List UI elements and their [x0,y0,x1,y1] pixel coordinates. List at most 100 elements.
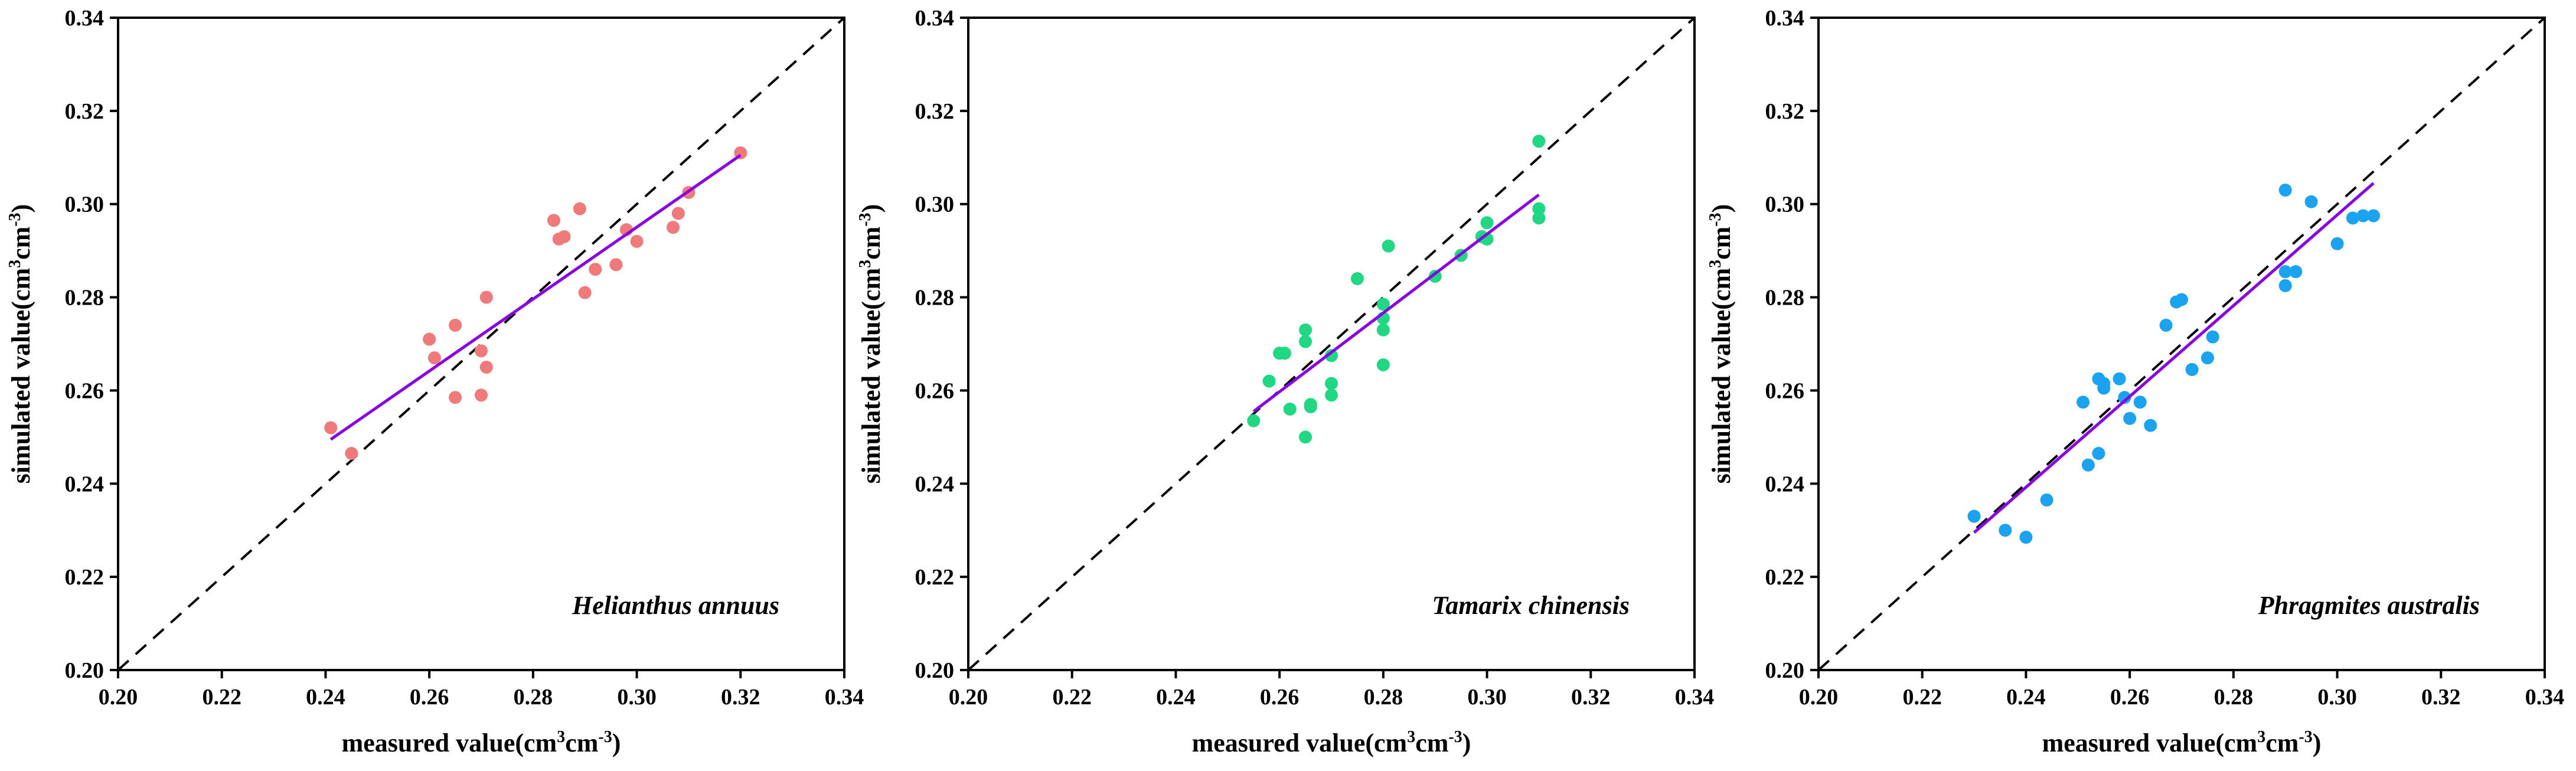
x-tick-label: 0.26 [2110,685,2150,710]
data-point [2118,391,2131,404]
data-point [1532,211,1546,225]
y-tick-label: 0.32 [65,99,105,124]
x-tick-label: 0.28 [2214,685,2254,710]
data-point [2200,351,2214,365]
y-tick-label: 0.26 [65,378,105,403]
y-tick-label: 0.22 [915,565,955,590]
data-point [1325,349,1338,362]
x-tick-label: 0.22 [202,685,241,710]
y-tick-label: 0.26 [1765,378,1805,403]
y-axis-label: simulated value(cm3cm-3) [1706,204,1736,484]
data-point [1350,272,1364,285]
data-point [1376,323,1390,337]
y-tick-label: 0.34 [915,6,955,31]
x-tick-label: 0.30 [617,685,657,710]
data-point [1532,135,1546,148]
data-point [2278,279,2292,292]
x-tick-label: 0.34 [825,685,864,710]
y-tick-label: 0.24 [1765,472,1805,496]
y-tick-label: 0.26 [915,378,955,403]
data-point [427,351,441,365]
data-point [423,332,436,346]
data-point [449,318,462,332]
data-point [557,230,571,243]
species-label: Helianthus annuus [572,591,779,620]
x-tick-label: 0.24 [2006,685,2046,710]
x-tick-label: 0.32 [1571,685,1611,710]
data-point [1428,270,1442,283]
species-label: Tamarix chinensis [1432,591,1630,620]
y-tick-label: 0.22 [65,565,105,590]
y-tick-label: 0.28 [1765,286,1805,311]
data-point [1304,398,1317,411]
y-tick-label: 0.20 [1765,658,1805,683]
data-point [2185,362,2199,376]
data-point [589,263,602,276]
x-tick-label: 0.28 [514,685,553,710]
y-tick-label: 0.34 [65,6,105,31]
x-tick-label: 0.24 [306,685,345,710]
panel-2: 0.200.20 0.22 0.22 0.24 0.24 0.26 0.26 0.28 0.28… [856,6,1714,757]
data-point [667,221,680,234]
data-point [479,290,493,304]
data-point [1480,216,1494,230]
data-point [1283,403,1297,416]
x-tick-label: 0.32 [2421,685,2461,710]
data-point [2367,209,2381,223]
data-point [2330,237,2344,250]
data-point [2356,209,2370,223]
x-tick-label: 0.22 [1052,685,1092,710]
x-axis-label: measured value(cm3cm-3) [2042,728,2322,757]
x-tick-label: 0.24 [1156,685,1196,710]
data-point [2113,372,2126,386]
y-tick-label: 0.32 [1765,99,1805,124]
y-tick-label: 0.34 [1765,6,1805,31]
x-axis-label: measured value(cm3cm-3) [342,728,621,757]
data-point [2278,265,2292,279]
data-point [1299,335,1313,348]
data-point [578,286,592,299]
data-point [2206,330,2219,344]
data-point [479,360,493,374]
data-point [2019,531,2033,544]
data-point [475,344,488,358]
data-point [1278,347,1291,360]
fit-line [329,153,742,441]
fit-line [1252,193,1540,413]
x-tick-label: 0.20 [99,685,138,710]
x-tick-label: 0.28 [1364,685,1403,710]
data-point [2133,396,2147,409]
data-point [1299,430,1313,444]
data-point [2092,446,2105,460]
data-point [1299,323,1313,337]
y-tick-label: 0.30 [1765,192,1805,217]
x-tick-label: 0.34 [1675,685,1715,710]
panel-1: 0.200.20 0.22 0.22 0.24 0.24 0.26 0.26 0.28 0.28… [6,6,864,757]
x-tick-label: 0.34 [2525,685,2565,710]
x-axis-label: measured value(cm3cm-3) [1192,728,1471,757]
data-point [2081,458,2095,472]
data-point [1325,388,1338,402]
x-tick-label: 0.26 [1260,685,1300,710]
data-point [573,202,586,215]
y-tick-label: 0.28 [65,286,105,311]
data-point [630,234,644,248]
data-point [1382,239,1395,253]
plot-frame [1817,17,2546,671]
x-tick-label: 0.20 [949,685,988,710]
data-point [2289,265,2303,279]
data-point [1967,509,1981,523]
data-point [475,388,488,402]
data-point [1532,202,1546,215]
panel-3: 0.200.20 0.22 0.22 0.24 0.24 0.26 0.26 0.28 0.28… [1706,6,2564,757]
data-point [609,258,623,272]
data-point [2159,318,2173,332]
y-tick-label: 0.30 [65,192,105,217]
data-point [2097,377,2111,390]
y-axis-label: simulated value(cm3cm-3) [6,204,35,484]
one-to-one-line [117,17,845,671]
x-tick-label: 0.26 [410,685,449,710]
data-point [2144,419,2157,432]
x-tick-label: 0.32 [721,685,760,710]
